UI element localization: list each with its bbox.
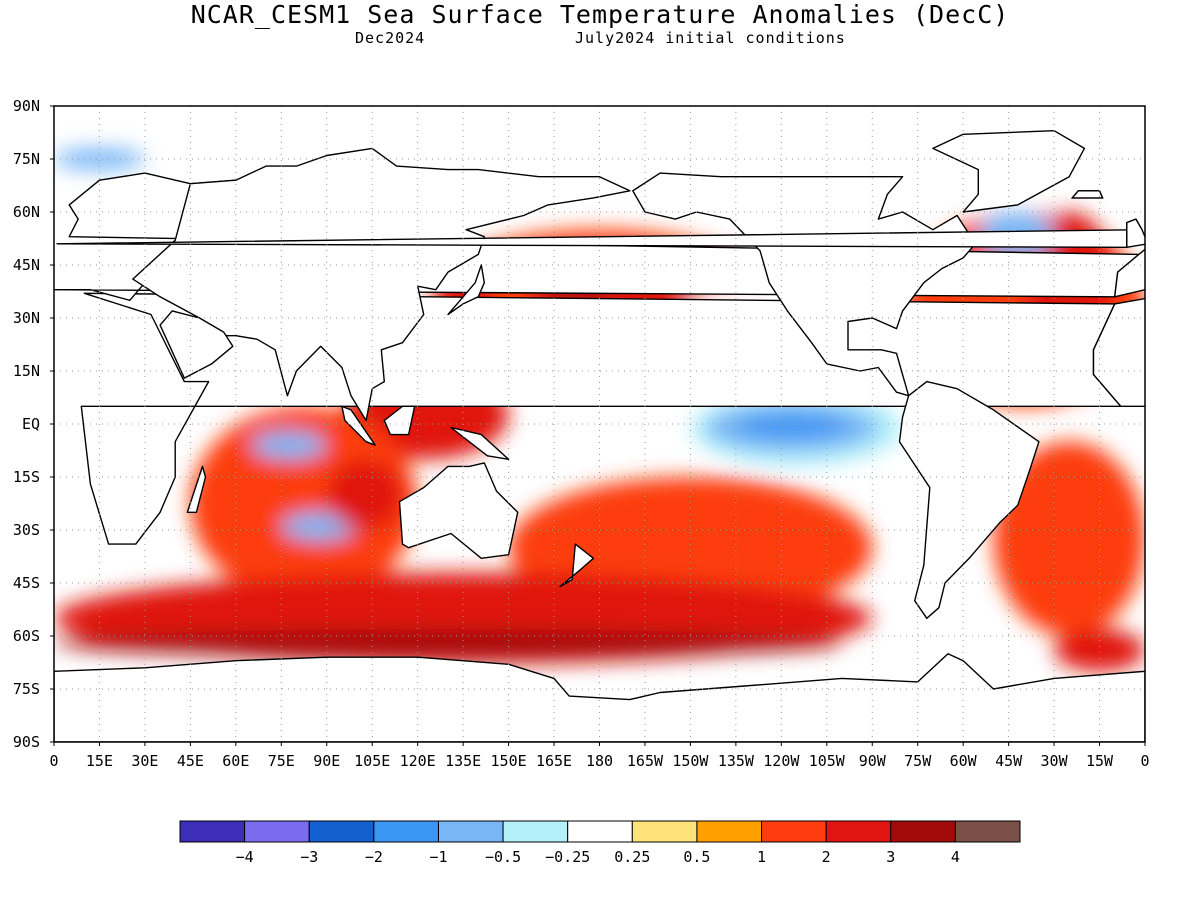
lon-tick-label: 30W xyxy=(1041,752,1069,770)
axis-ticks: 90N 75N 60N 45N 30N 15N EQ 15S 30S 45S 60S 75S 90S 0 1… xyxy=(13,97,1150,770)
land-new-zealand xyxy=(559,543,595,588)
colorbar-tick-label: −0.5 xyxy=(485,848,521,866)
lon-tick-label: 75E xyxy=(268,752,295,770)
land-asia xyxy=(132,147,631,422)
forecast-month: Dec2024 xyxy=(355,29,426,47)
lon-tick-label: 0 xyxy=(1140,752,1149,770)
land-japan xyxy=(447,264,485,316)
land-africa-wrap xyxy=(1092,297,1145,407)
land-arabia xyxy=(159,310,234,379)
anomaly-west-australia xyxy=(326,459,403,530)
colorbar-tick-label: −4 xyxy=(236,848,254,866)
colorbar-swatch xyxy=(825,820,892,843)
lon-tick-label: 90E xyxy=(313,752,340,770)
colorbar-tick-label: −1 xyxy=(429,848,447,866)
lat-tick-label: 60S xyxy=(13,627,40,645)
lon-tick-label: 150W xyxy=(672,752,709,770)
anomaly-south-atlantic-hot xyxy=(1054,628,1145,672)
colorbar-tick-label: 0.5 xyxy=(683,848,710,866)
land-antarctica xyxy=(54,653,1145,742)
lon-tick-label: 60E xyxy=(222,752,249,770)
colorbar-swatch xyxy=(761,820,827,843)
colorbar-swatch xyxy=(502,820,569,843)
land-sumatra xyxy=(341,405,376,446)
lon-tick-label: 75W xyxy=(904,752,932,770)
lon-tick-label: 60W xyxy=(950,752,978,770)
colorbar-tick-label: −0.25 xyxy=(545,848,590,866)
land-madagascar xyxy=(186,465,207,513)
lon-tick-label: 45E xyxy=(177,752,204,770)
lat-tick-label: 60N xyxy=(13,203,40,221)
lon-tick-label: 120W xyxy=(763,752,800,770)
colorbar-swatch xyxy=(179,820,246,843)
colorbar-tick-label: 2 xyxy=(822,848,831,866)
lon-tick-label: 90W xyxy=(859,752,887,770)
colorbar-swatch xyxy=(437,820,504,843)
colorbar-swatch xyxy=(631,820,698,843)
land-borneo xyxy=(383,405,416,436)
lon-tick-label: 30E xyxy=(131,752,158,770)
lon-tick-label: 105E xyxy=(354,752,390,770)
anomaly-arctic-cool xyxy=(54,148,145,170)
lat-tick-label: 75N xyxy=(13,150,40,168)
lat-tick-label: EQ xyxy=(22,415,40,433)
lat-tick-label: 15N xyxy=(13,362,40,380)
colorbar-swatch xyxy=(696,820,763,843)
colorbar-tick-label: 3 xyxy=(886,848,895,866)
lat-tick-label: 90N xyxy=(13,97,40,115)
colorbar-swatch xyxy=(954,820,1021,843)
lon-tick-label: 120E xyxy=(400,752,436,770)
lat-tick-label: 30N xyxy=(13,309,40,327)
lon-tick-label: 135E xyxy=(445,752,481,770)
lon-tick-label: 135W xyxy=(718,752,755,770)
land-europe-wrap xyxy=(1113,248,1145,298)
land-south-america xyxy=(898,380,1040,619)
colorbar-swatch xyxy=(308,820,375,843)
lon-tick-label: 15E xyxy=(86,752,113,770)
land-iceland-wrap xyxy=(1070,190,1104,199)
colorbar-swatch xyxy=(567,820,633,843)
colorbar-swatch xyxy=(373,820,439,843)
lon-tick-label: 180 xyxy=(586,752,613,770)
colorbar-tick-label: −3 xyxy=(300,848,318,866)
lon-tick-label: 0 xyxy=(49,752,58,770)
colorbar-tick-label: 1 xyxy=(757,848,766,866)
lat-tick-label: 45S xyxy=(13,574,40,592)
colorbar-swatch xyxy=(890,820,956,843)
colorbar-tick-label: −2 xyxy=(365,848,383,866)
anomaly-indian-ocean-warm xyxy=(190,406,418,601)
lon-tick-label: 165E xyxy=(536,752,572,770)
anomaly-south-atlantic-warm xyxy=(993,441,1145,636)
colorbar-tick-label: 4 xyxy=(951,848,960,866)
colorbar: −4 −3 −2 −1 −0.5 −0.25 0.25 0.5 1 2 3 4 xyxy=(179,820,1021,866)
lon-tick-label: 15W xyxy=(1086,752,1114,770)
chart-title: NCAR_CESM1 Sea Surface Temperature Anoma… xyxy=(190,0,1010,29)
lon-tick-label: 105W xyxy=(809,752,846,770)
lat-tick-label: 30S xyxy=(13,521,40,539)
lat-tick-label: 75S xyxy=(13,680,40,698)
lat-tick-label: 45N xyxy=(13,256,40,274)
colorbar-swatch xyxy=(244,820,310,843)
land-australia xyxy=(398,462,519,559)
land-new-guinea xyxy=(450,426,510,460)
land-north-america xyxy=(632,172,976,397)
lon-tick-label: 150E xyxy=(491,752,527,770)
lat-tick-label: 90S xyxy=(13,733,40,751)
lon-tick-label: 45W xyxy=(995,752,1023,770)
anomaly-southern-ocean-core xyxy=(54,628,842,658)
anomaly-indian-cool xyxy=(250,431,327,460)
lat-tick-label: 15S xyxy=(13,468,40,486)
continents xyxy=(54,129,1145,742)
lon-tick-label: 165W xyxy=(627,752,664,770)
colorbar-tick-label: 0.25 xyxy=(614,848,650,866)
anomaly-nino-core xyxy=(735,413,849,439)
graticule xyxy=(54,106,1145,742)
initial-conditions: July2024 initial conditions xyxy=(575,29,846,47)
land-greenland xyxy=(932,129,1086,213)
